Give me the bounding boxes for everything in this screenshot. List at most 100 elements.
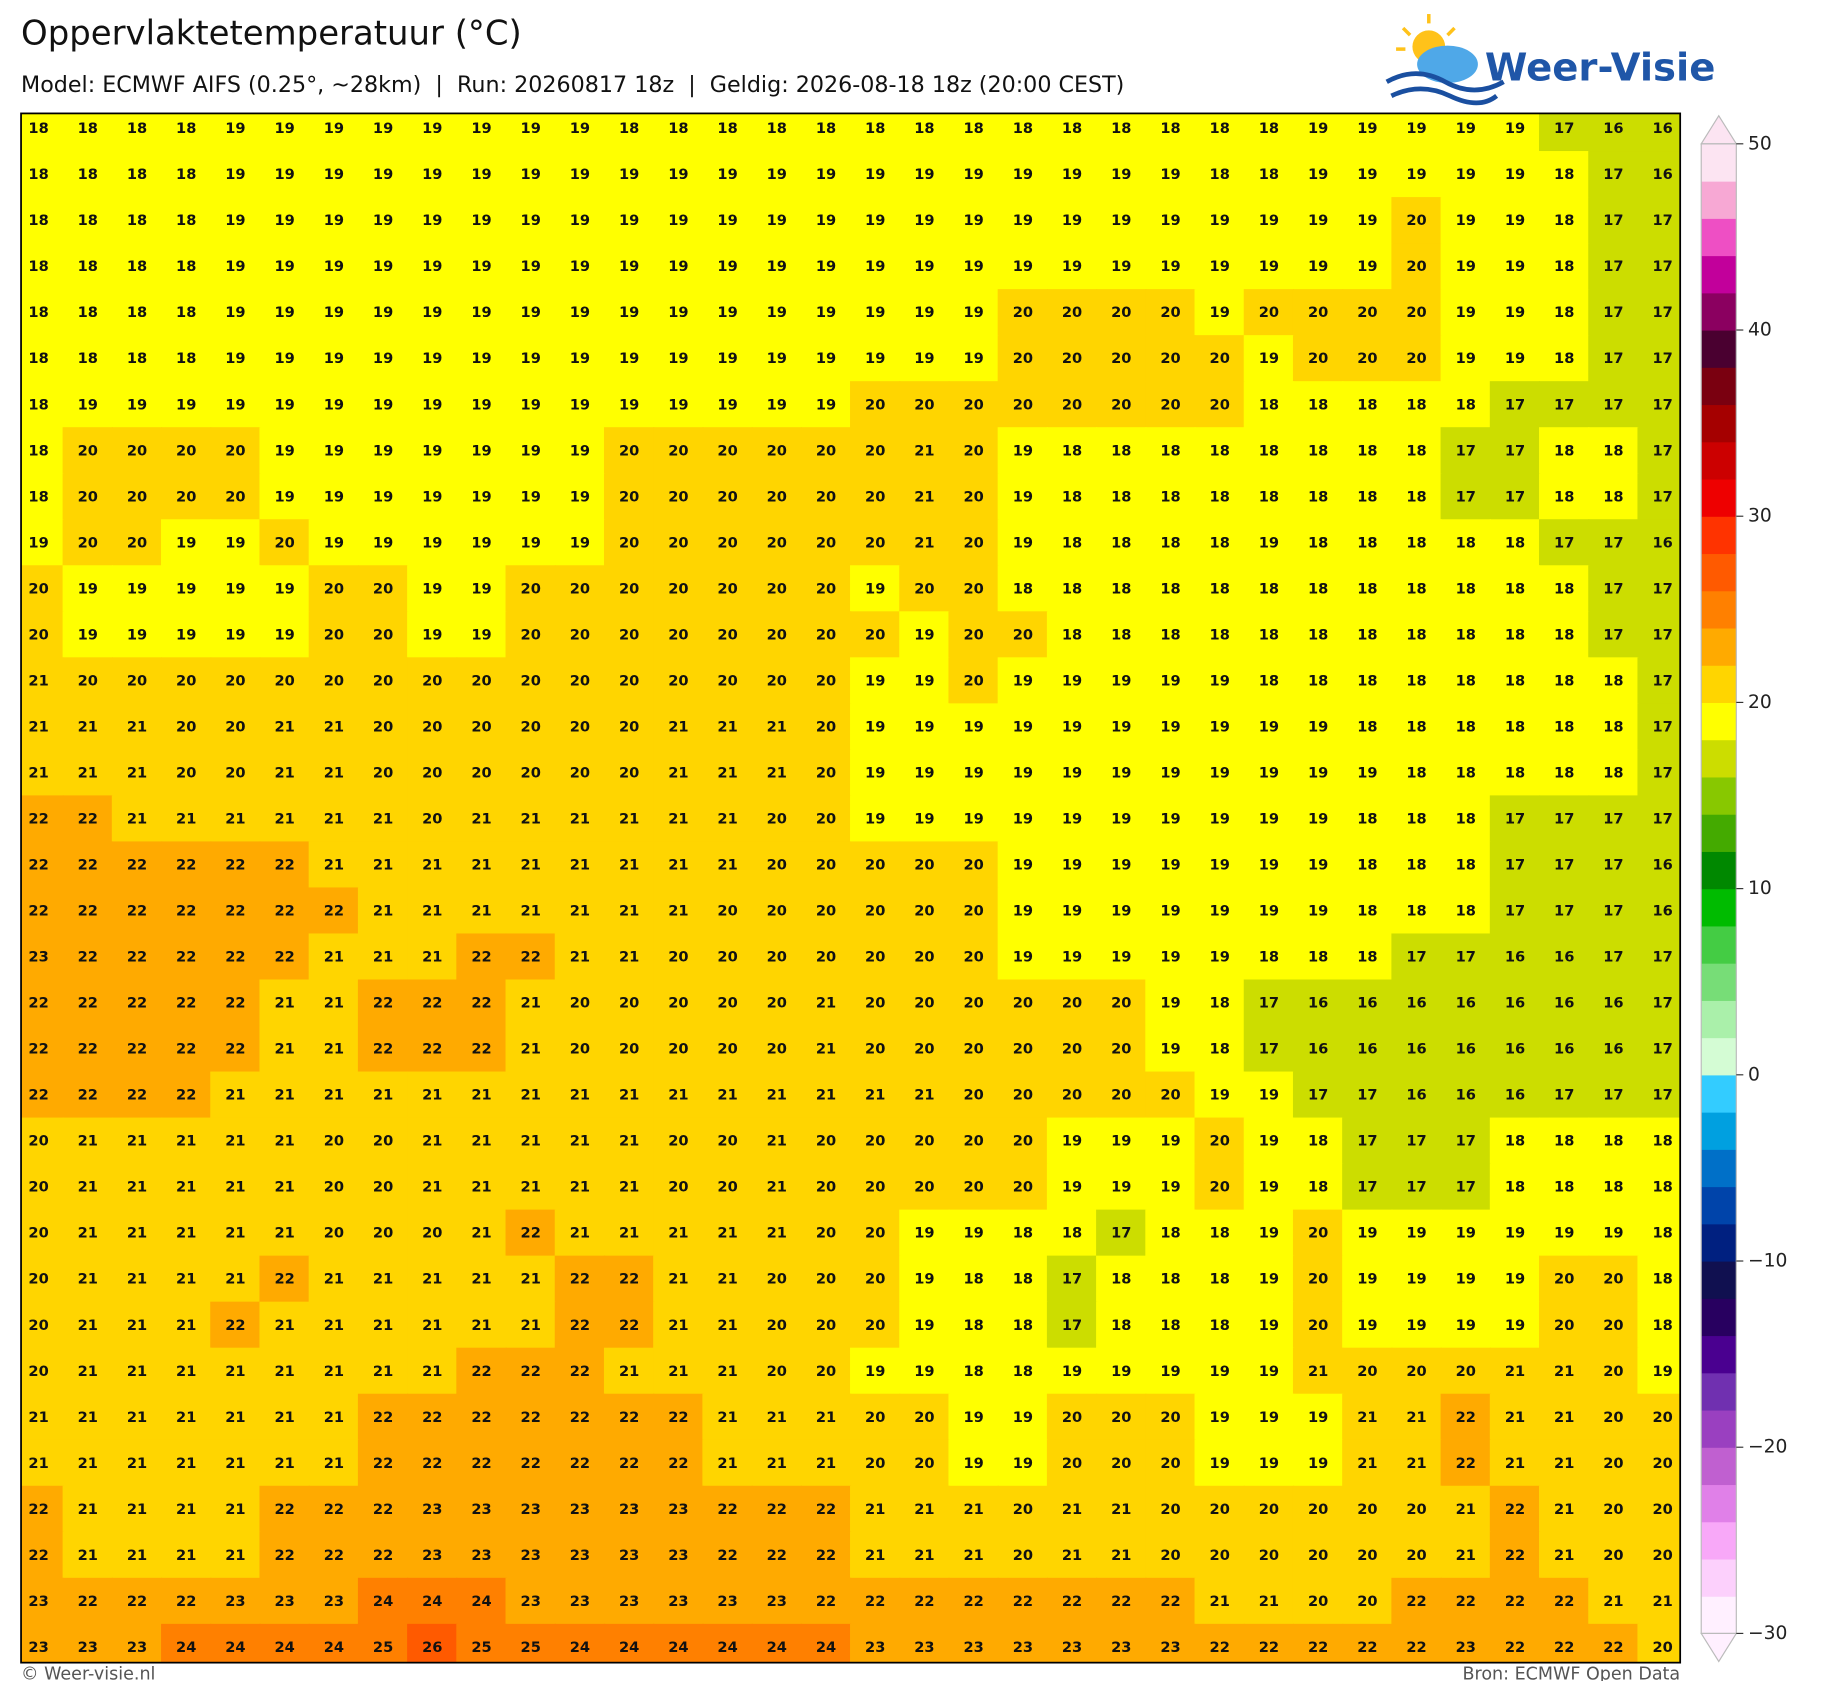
temperature-label: 19 — [471, 120, 491, 137]
temperature-label: 21 — [767, 1087, 787, 1104]
temperature-cell — [997, 933, 1049, 981]
temperature-label: 21 — [422, 1133, 442, 1150]
temperature-cell — [407, 657, 458, 705]
temperature-label: 22 — [767, 1501, 787, 1518]
temperature-cell — [899, 1163, 950, 1211]
temperature-label: 18 — [1406, 718, 1426, 735]
temperature-cell — [259, 1393, 310, 1441]
temperature-label: 19 — [1160, 810, 1180, 827]
temperature-label: 21 — [176, 1271, 196, 1288]
temperature-label: 21 — [619, 810, 639, 827]
temperature-label: 20 — [1210, 1133, 1230, 1150]
temperature-cell — [1489, 381, 1541, 429]
temperature-label: 18 — [1357, 580, 1377, 597]
temperature-cell — [505, 519, 556, 567]
temperature-label: 18 — [717, 120, 737, 137]
temperature-label: 19 — [619, 350, 639, 367]
temperature-cell — [1539, 1025, 1590, 1073]
temperature-cell — [1391, 1347, 1442, 1395]
temperature-cell — [1440, 979, 1491, 1027]
temperature-label: 21 — [127, 764, 147, 781]
temperature-cell — [800, 1393, 852, 1441]
temperature-label: 21 — [78, 718, 98, 735]
temperature-label: 20 — [1406, 212, 1426, 229]
temperature-cell — [1440, 1485, 1491, 1533]
temperature-label: 21 — [668, 1087, 688, 1104]
temperature-cell — [899, 519, 950, 567]
temperature-cell — [1588, 1255, 1639, 1303]
temperature-cell — [1194, 979, 1245, 1027]
temperature-cell — [850, 1301, 901, 1349]
temperature-cell — [850, 795, 901, 843]
temperature-cell — [751, 427, 802, 475]
temperature-label: 19 — [1111, 1133, 1131, 1150]
temperature-label: 17 — [1652, 580, 1672, 597]
temperature-cell — [997, 795, 1049, 843]
temperature-cell — [653, 749, 704, 797]
temperature-label: 21 — [914, 1501, 934, 1518]
temperature-label: 19 — [373, 120, 393, 137]
temperature-cell — [308, 1255, 360, 1303]
temperature-label: 19 — [176, 580, 196, 597]
temperature-label: 21 — [1406, 1455, 1426, 1472]
temperature-cell — [1145, 1301, 1196, 1349]
colorbar-band — [1701, 590, 1737, 629]
temperature-label: 19 — [963, 258, 983, 275]
temperature-label: 19 — [1505, 350, 1525, 367]
colorbar-band — [1701, 1558, 1737, 1597]
temperature-label: 18 — [1259, 442, 1279, 459]
temperature-cell — [1588, 1439, 1639, 1487]
temperature-cell — [505, 1163, 556, 1211]
temperature-label: 19 — [1259, 764, 1279, 781]
temperature-label: 19 — [1160, 166, 1180, 183]
temperature-cell — [357, 657, 409, 705]
temperature-cell — [21, 795, 64, 843]
temperature-cell — [1046, 1531, 1098, 1579]
temperature-label: 20 — [767, 488, 787, 505]
temperature-label: 22 — [28, 810, 48, 827]
temperature-label: 20 — [1210, 1547, 1230, 1564]
temperature-label: 20 — [1160, 1547, 1180, 1564]
temperature-label: 19 — [1210, 857, 1230, 874]
temperature-cell — [1342, 1531, 1393, 1579]
temperature-cell — [702, 887, 753, 935]
temperature-label: 19 — [1357, 1271, 1377, 1288]
temperature-label: 24 — [176, 1639, 196, 1656]
temperature-cell — [899, 1025, 950, 1073]
temperature-cell — [1539, 113, 1590, 153]
temperature-label: 20 — [176, 672, 196, 689]
temperature-label: 20 — [767, 857, 787, 874]
temperature-label: 18 — [78, 258, 98, 275]
temperature-cell — [1194, 611, 1245, 659]
temperature-label: 21 — [127, 1455, 147, 1472]
temperature-label: 22 — [570, 1409, 590, 1426]
temperature-label: 21 — [373, 1363, 393, 1380]
temperature-label: 21 — [717, 1087, 737, 1104]
temperature-label: 20 — [1406, 258, 1426, 275]
temperature-label: 21 — [1062, 1547, 1082, 1564]
temperature-label: 19 — [914, 258, 934, 275]
temperature-cell — [161, 289, 212, 337]
temperature-label: 23 — [422, 1547, 442, 1564]
temperature-cell — [603, 381, 655, 429]
temperature-cell — [1096, 243, 1147, 291]
temperature-label: 21 — [570, 1133, 590, 1150]
temperature-label: 19 — [668, 166, 688, 183]
temperature-label: 22 — [521, 1363, 541, 1380]
temperature-cell — [161, 1209, 212, 1257]
temperature-label: 20 — [225, 672, 245, 689]
temperature-cell — [1243, 1301, 1295, 1349]
temperature-label: 18 — [1505, 626, 1525, 643]
temperature-cell — [899, 565, 950, 613]
temperature-label: 22 — [127, 949, 147, 966]
temperature-label: 18 — [1406, 396, 1426, 413]
temperature-label: 22 — [28, 903, 48, 920]
temperature-label: 25 — [373, 1639, 393, 1656]
temperature-label: 20 — [1160, 350, 1180, 367]
temperature-cell — [1539, 473, 1590, 521]
temperature-label: 21 — [521, 1087, 541, 1104]
temperature-label: 19 — [963, 718, 983, 735]
temperature-cell — [1194, 381, 1245, 429]
temperature-label: 17 — [1652, 396, 1672, 413]
temperature-cell — [603, 841, 655, 889]
